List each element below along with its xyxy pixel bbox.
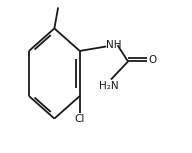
Text: NH: NH [106, 40, 122, 50]
Text: Cl: Cl [74, 114, 85, 124]
Text: H₂N: H₂N [99, 81, 119, 91]
Text: O: O [148, 55, 156, 65]
